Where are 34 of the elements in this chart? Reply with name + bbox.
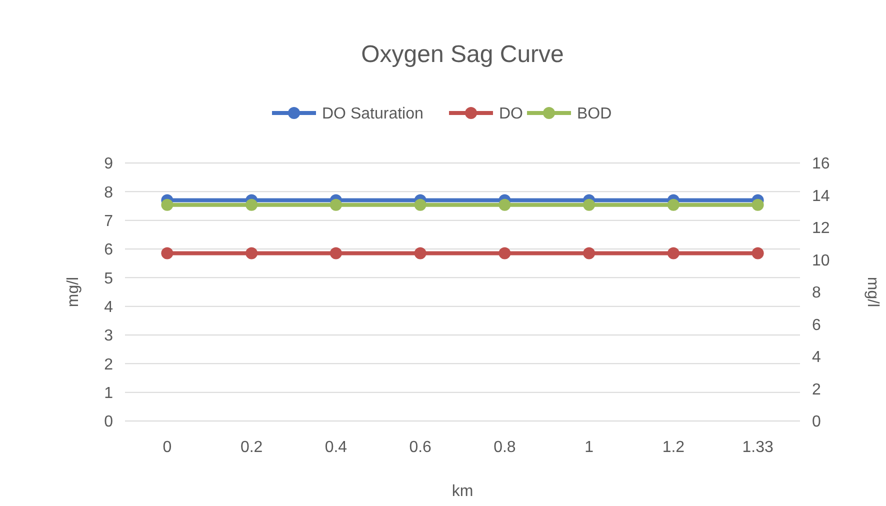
y2-axis-title: mg/l xyxy=(864,276,881,308)
x-tick-label: 0 xyxy=(162,439,172,456)
y-tick-label: 4 xyxy=(104,298,114,316)
y-tick-label: 1 xyxy=(104,384,114,402)
legend-label: DO Saturation xyxy=(322,106,424,123)
x-tick-label: 0.6 xyxy=(409,439,432,456)
y2-tick-label: 8 xyxy=(812,284,821,302)
y-tick-label: 5 xyxy=(104,270,114,288)
x-tick-label: 1 xyxy=(584,439,594,456)
y-tick-label: 7 xyxy=(104,212,114,230)
y2-tick-label: 2 xyxy=(812,381,821,398)
x-tick-label: 0.2 xyxy=(240,439,263,456)
x-tick-label: 0.4 xyxy=(324,439,348,456)
chart-title: Oxygen Sag Curve xyxy=(361,41,564,68)
y-tick-label: 8 xyxy=(104,184,114,202)
y2-tick-label: 16 xyxy=(812,156,830,173)
y-axis-title: mg/l xyxy=(65,276,82,308)
y2-tick-label: 12 xyxy=(812,220,830,238)
x-tick-label: 1.2 xyxy=(662,439,685,456)
y-tick-label: 3 xyxy=(104,328,114,345)
x-axis-title: km xyxy=(452,483,474,500)
x-tick-label: 0.8 xyxy=(494,439,516,456)
y-tick-label: 0 xyxy=(104,414,114,431)
legend-label: DO xyxy=(499,106,523,123)
x-tick-label: 1.33 xyxy=(742,439,774,456)
y-tick-label: 6 xyxy=(104,242,114,259)
legend-label: BOD xyxy=(577,106,612,123)
y2-tick-label: 4 xyxy=(812,349,821,366)
y2-tick-label: 10 xyxy=(812,252,830,270)
y2-tick-label: 14 xyxy=(812,188,830,205)
y2-tick-label: 0 xyxy=(812,414,821,431)
y2-tick-label: 6 xyxy=(812,316,821,334)
y-tick-label: 9 xyxy=(104,156,114,173)
y-tick-label: 2 xyxy=(104,356,114,374)
